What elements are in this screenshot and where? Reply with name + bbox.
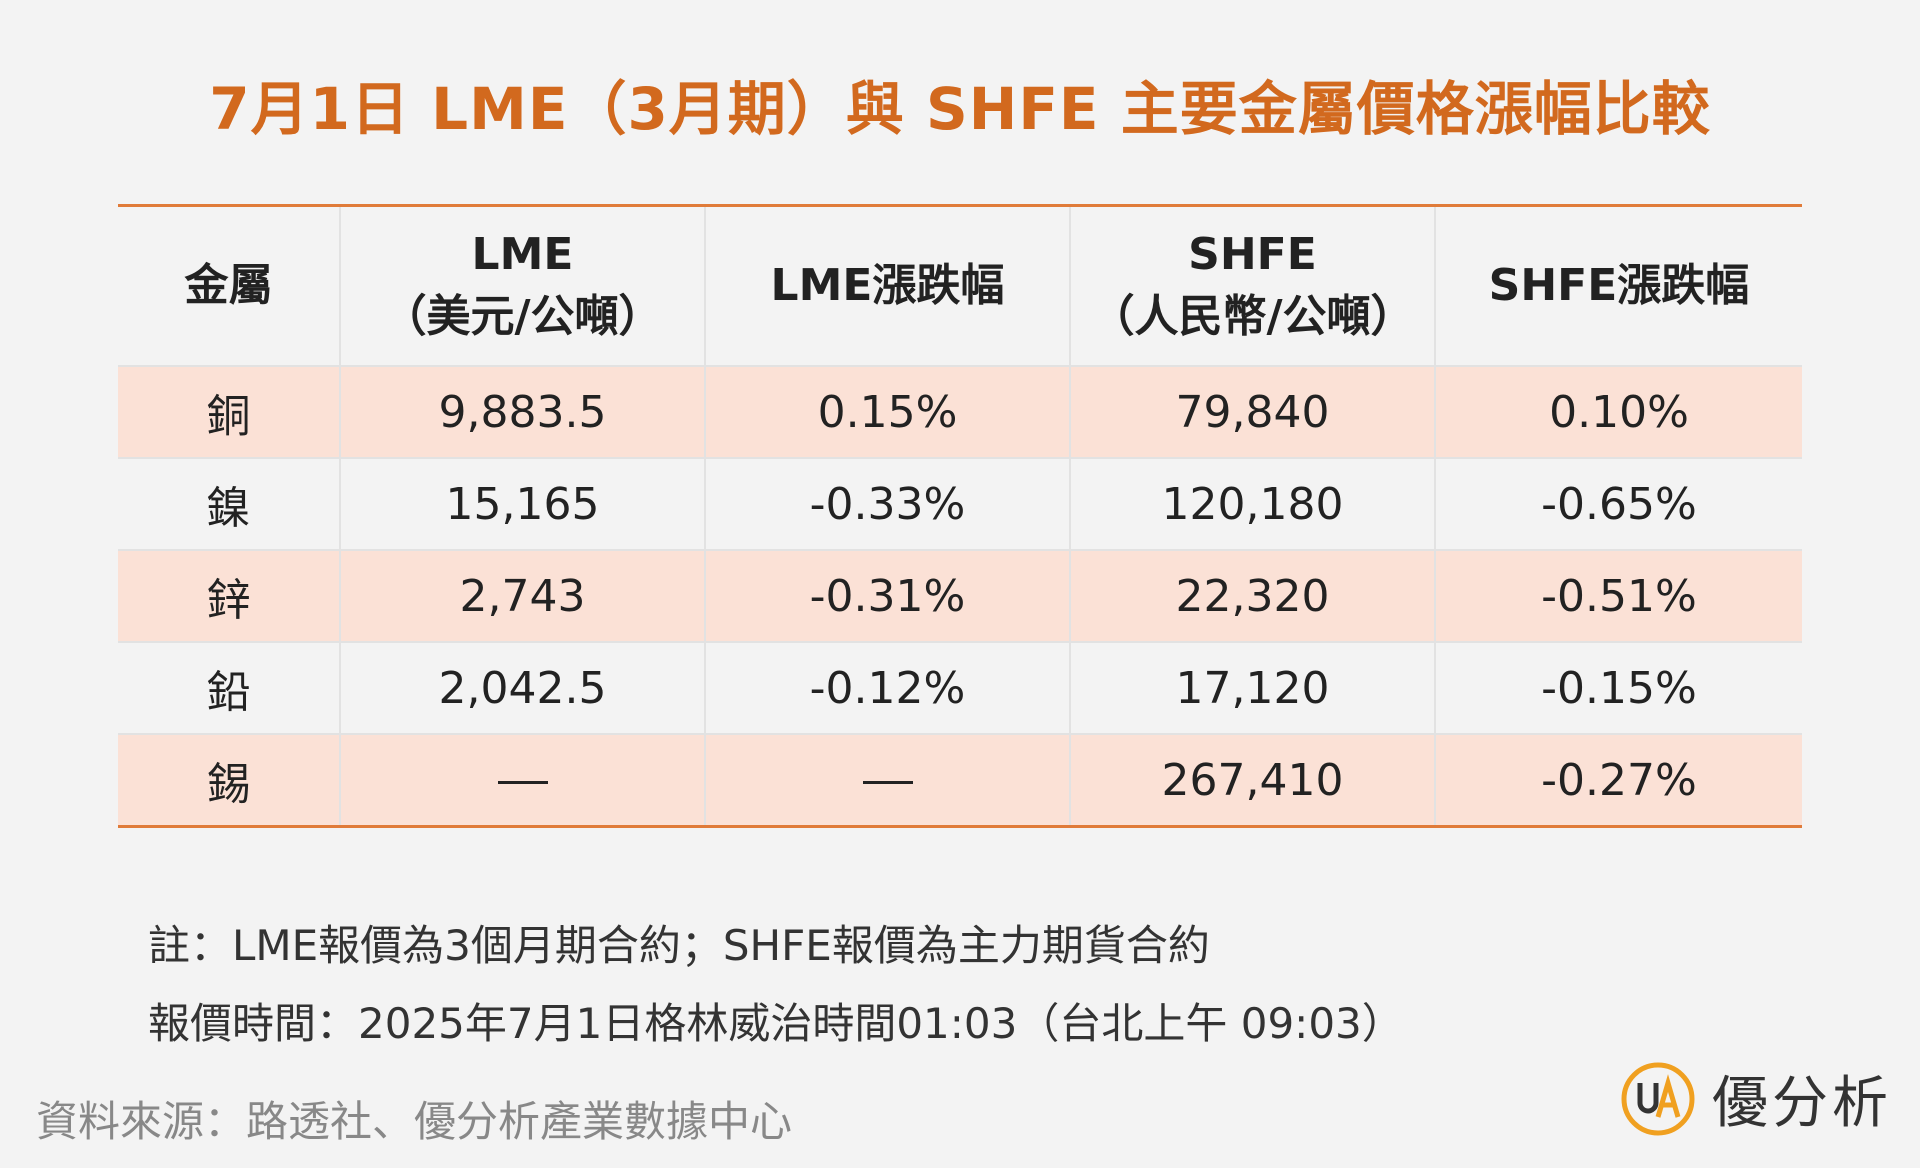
table-row-copper: 銅 9,883.5 0.15% 79,840 0.10% [118,365,1802,458]
header-shfe: SHFE （人民幣/公噸） [1070,205,1436,366]
price-table: 金屬 LME （美元/公噸） LME漲跌幅 SHFE （人民幣/公噸） SHFE… [118,204,1802,828]
header-lme: LME （美元/公噸） [340,205,706,366]
cell-lme-change-empty [705,733,1071,827]
cell-shfe-price: 267,410 [1070,733,1436,827]
cell-shfe-change: -0.51% [1435,549,1802,642]
cell-lme-change: -0.33% [705,457,1071,550]
cell-shfe-price: 17,120 [1070,641,1436,734]
header-shfe-title: SHFE [1188,229,1317,280]
cell-lme-change: 0.15% [705,365,1071,458]
table-header-row: 金屬 LME （美元/公噸） LME漲跌幅 SHFE （人民幣/公噸） SHFE… [118,205,1802,366]
cell-lme-change: -0.12% [705,641,1071,734]
cell-lme-price: 15,165 [340,457,706,550]
header-shfe-change: SHFE漲跌幅 [1488,260,1750,311]
cell-lme-price-empty [340,733,706,827]
header-lme-unit: （美元/公噸） [382,291,663,342]
cell-metal: 銅 [118,365,341,458]
table-row-lead: 鉛 2,042.5 -0.12% 17,120 -0.15% [118,641,1802,734]
note-quote-time: 報價時間：2025年7月1日格林威治時間01:03（台北上午 09:03） [148,999,1404,1048]
header-lme-title: LME [471,229,574,280]
cell-shfe-price: 120,180 [1070,457,1436,550]
cell-shfe-price: 22,320 [1070,549,1436,642]
cell-metal: 鋅 [118,549,341,642]
header-metal: 金屬 [118,205,341,366]
data-source: 資料來源：路透社、優分析產業數據中心 [36,1097,793,1146]
cell-lme-price: 9,883.5 [340,365,706,458]
cell-shfe-change: 0.10% [1435,365,1802,458]
header-shfe-unit: （人民幣/公噸） [1090,291,1415,342]
chart-title: 7月1日 LME（3月期）與 SHFE 主要金屬價格漲幅比較 [209,75,1711,143]
table-row-zinc: 鋅 2,743 -0.31% 22,320 -0.51% [118,549,1802,642]
cell-metal: 鎳 [118,457,341,550]
cell-metal: 錫 [118,733,341,827]
cell-lme-change: -0.31% [705,549,1071,642]
cell-shfe-price: 79,840 [1070,365,1436,458]
cell-lme-price: 2,042.5 [340,641,706,734]
cell-shfe-change: -0.15% [1435,641,1802,734]
dash-placeholder [497,781,548,784]
cell-metal: 鉛 [118,641,341,734]
cell-shfe-change: -0.65% [1435,457,1802,550]
table-row-tin: 錫 267,410 -0.27% [118,733,1802,827]
brand-logo: 優分析 [1618,1058,1892,1139]
dash-placeholder [862,781,913,784]
header-lme-change: LME漲跌幅 [705,205,1071,366]
cell-shfe-change: -0.27% [1435,733,1802,827]
ua-logo-icon [1621,1062,1695,1135]
note-contract: 註：LME報價為3個月期合約；SHFE報價為主力期貨合約 [148,921,1210,970]
brand-name: 優分析 [1712,1071,1892,1136]
table-row-nickel: 鎳 15,165 -0.33% 120,180 -0.65% [118,457,1802,550]
cell-lme-price: 2,743 [340,549,706,642]
